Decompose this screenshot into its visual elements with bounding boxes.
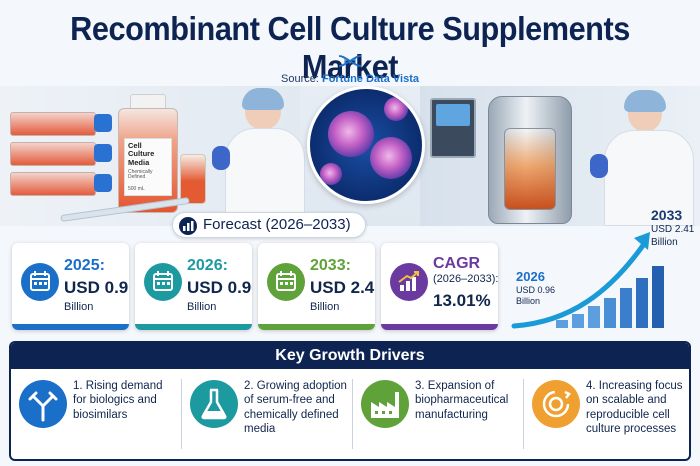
flask-cap — [94, 144, 112, 162]
card-title: CAGR — [433, 255, 481, 272]
growth-chart-icon — [390, 263, 428, 301]
scientist-cap — [624, 90, 666, 112]
scientist-glove — [212, 146, 230, 170]
card-year: 2026: — [187, 257, 228, 274]
growth-arrowhead — [634, 232, 650, 250]
card-value: 13.01% — [433, 291, 491, 310]
growth-arrow — [511, 241, 647, 329]
card-unit: Billion — [64, 301, 94, 313]
growth-bar — [652, 266, 664, 328]
growth-start-value: USD 0.96 Billion — [516, 285, 555, 308]
driver-text: 3. Expansion of biopharmaceutical manufa… — [415, 380, 509, 421]
growth-bar — [604, 298, 616, 328]
card-unit: Billion — [310, 301, 340, 313]
stat-card-2033: 2033: USD 2.41 Billion — [258, 243, 375, 330]
growth-bar — [620, 288, 632, 328]
growth-bar — [572, 314, 584, 328]
card-accent-bar — [135, 324, 252, 330]
calendar-icon — [21, 263, 59, 301]
driver-text: 2. Growing adoption of serum-free and ch… — [244, 380, 347, 436]
media-bottle-label: Cell Culture Media Chemically Defined 50… — [124, 138, 172, 196]
stat-card-2025: 2025: USD 0.90 Billion — [12, 243, 129, 330]
key-growth-drivers-panel: Key Growth Drivers 1. Rising demand for … — [9, 341, 691, 461]
bottle-label-volume: 500 mL — [128, 185, 145, 192]
growth-bar — [588, 306, 600, 328]
culture-flask — [10, 142, 96, 166]
growth-bar-graphic — [511, 232, 664, 329]
control-panel-screen — [436, 104, 470, 126]
source-prefix: Source: — [281, 73, 322, 85]
growth-bar — [636, 278, 648, 328]
growth-end-year: 2033 — [651, 207, 683, 223]
antibody-icon — [19, 380, 67, 428]
scientist-coat — [604, 130, 694, 226]
source-name: Fortune Data Vista — [321, 73, 419, 85]
flask-cap — [94, 174, 112, 192]
driver-item: 3. Expansion of biopharmaceutical manufa… — [353, 371, 521, 459]
source-line: Source: Fortune Data Vista — [0, 73, 700, 85]
driver-item: 4. Increasing focus on scalable and repr… — [524, 371, 689, 459]
bar-chart-icon — [179, 217, 197, 235]
factory-icon — [361, 380, 409, 428]
card-period: (2026–2033): — [433, 273, 498, 285]
card-value: USD 2.41 — [310, 278, 375, 297]
scientist-coat — [225, 128, 305, 226]
flask-icon — [190, 380, 238, 428]
growth-end-amount: USD 2.41 — [651, 224, 695, 235]
drivers-title: Key Growth Drivers — [275, 347, 425, 364]
scientist-cap — [242, 88, 284, 110]
forecast-text: Forecast (2026–2033) — [203, 216, 351, 233]
bottle-label-title: Cell Culture Media — [128, 141, 155, 167]
cell — [370, 137, 412, 179]
calendar-icon — [144, 263, 182, 301]
driver-text: 1. Rising demand for biologics and biosi… — [73, 380, 163, 421]
growth-start-year: 2026 — [516, 269, 545, 284]
culture-flask — [10, 112, 96, 136]
scientist-glove — [590, 154, 608, 178]
card-accent-bar — [258, 324, 375, 330]
driver-item: 2. Growing adoption of serum-free and ch… — [182, 371, 350, 459]
bioreactor-vessel — [504, 128, 556, 210]
growth-start-unit: Billion — [516, 296, 541, 307]
growth-start-amount: USD 0.96 — [516, 285, 556, 295]
cell — [320, 163, 342, 185]
cell-microscopy-image — [307, 86, 425, 204]
card-accent-bar — [381, 324, 498, 330]
culture-flask — [10, 172, 96, 196]
gear-cycle-icon — [532, 380, 580, 428]
stat-card-cagr: CAGR (2026–2033): 13.01% — [381, 243, 498, 330]
driver-text: 4. Increasing focus on scalable and repr… — [586, 380, 683, 436]
card-year: 2033: — [310, 257, 351, 274]
page-title: Recombinant Cell Culture Supplements Mar… — [70, 10, 630, 85]
driver-item: 1. Rising demand for biologics and biosi… — [11, 371, 179, 459]
cell — [328, 111, 374, 157]
card-unit: Billion — [187, 301, 217, 313]
dna-icon — [338, 55, 362, 67]
bottle-label-sub: Chemically Defined — [128, 168, 153, 181]
divider — [523, 379, 524, 449]
hero-image: Cell Culture Media Chemically Defined 50… — [0, 86, 700, 226]
small-media-bottle — [180, 154, 206, 204]
card-year: 2025: — [64, 257, 105, 274]
growth-end-unit: Billion — [651, 236, 678, 248]
divider — [181, 379, 182, 449]
stat-card-2026: 2026: USD 0.96 Billion — [135, 243, 252, 330]
divider — [352, 379, 353, 449]
forecast-label: Forecast (2026–2033) — [172, 212, 366, 238]
flask-cap — [94, 114, 112, 132]
card-value: USD 0.96 — [187, 278, 252, 297]
cell — [384, 97, 408, 121]
drivers-header — [11, 343, 689, 369]
growth-end-value: USD 2.41 Billion — [651, 224, 694, 249]
growth-bar — [556, 320, 568, 328]
calendar-icon — [267, 263, 305, 301]
card-accent-bar — [12, 324, 129, 330]
card-value: USD 0.90 — [64, 278, 129, 297]
